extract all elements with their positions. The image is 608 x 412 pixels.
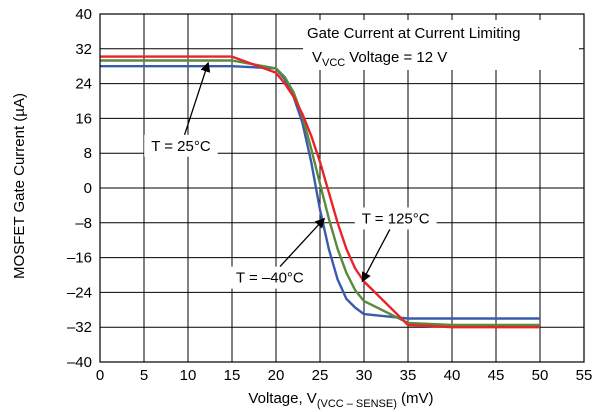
annotation-label: T = 25°C — [151, 138, 211, 155]
y-tick-label: 8 — [84, 145, 92, 162]
annotation-arrow — [361, 229, 391, 283]
x-tick-label: 30 — [356, 367, 373, 384]
tick-labels: 0 5 10 15 20 25 30 35 40 45 50 55 –40 –32 –24 –16 –8 0 8 16… — [67, 6, 592, 384]
annotation-label: T = –40°C — [236, 270, 304, 287]
title-prefix-sub: VCC — [322, 57, 345, 69]
x-tick-label: 25 — [312, 367, 329, 384]
annotation: T = 125°C — [354, 207, 437, 283]
title-line-1: Gate Current at Current Limiting — [307, 25, 520, 42]
y-tick-label: –16 — [67, 250, 92, 267]
title-line-2-rest: Voltage = 12 V — [349, 49, 447, 66]
series-lines — [100, 55, 540, 329]
series-line — [100, 59, 540, 327]
annotation: T = 25°C — [144, 61, 218, 157]
title-background — [303, 20, 579, 70]
x-axis-title-sub: (VCC – SENSE) — [317, 398, 397, 410]
x-axis-title-main: Voltage, V — [248, 390, 316, 407]
y-tick-label: 0 — [84, 180, 92, 197]
y-tick-label: –24 — [67, 284, 92, 301]
y-tick-label: 24 — [75, 76, 92, 93]
y-tick-label: 40 — [75, 6, 92, 23]
plot-frame — [99, 13, 585, 363]
title-prefix: V — [312, 49, 322, 66]
x-tick-label: 55 — [576, 367, 593, 384]
annotation-arrow — [279, 217, 326, 268]
y-tick-label: 16 — [75, 110, 92, 127]
x-tick-label: 15 — [224, 367, 241, 384]
x-tick-label: 45 — [488, 367, 505, 384]
x-tick-label: 35 — [400, 367, 417, 384]
y-axis-title: MOSFET Gate Current (µA) — [11, 93, 28, 279]
y-tick-label: –40 — [67, 354, 92, 371]
annotation: T = –40°C — [228, 217, 326, 289]
x-tick-label: 5 — [140, 367, 148, 384]
annotation-label-bg — [354, 207, 437, 230]
title-line-2: VVCC Voltage = 12 V — [312, 49, 447, 69]
x-tick-label: 10 — [180, 367, 197, 384]
annotation-arrow — [183, 61, 211, 136]
y-tick-label: –8 — [75, 215, 92, 232]
annotations: T = 25°C T = –40°C T = 125°C — [144, 61, 437, 289]
annotation-label: T = 125°C — [362, 210, 430, 227]
chart-title: Gate Current at Current Limiting VVCC Vol… — [303, 20, 579, 70]
annotation-label-bg — [144, 134, 218, 157]
x-tick-label: 40 — [444, 367, 461, 384]
y-tick-label: 32 — [75, 41, 92, 58]
y-tick-label: –32 — [67, 319, 92, 336]
x-tick-label: 20 — [268, 367, 285, 384]
x-tick-label: 0 — [96, 367, 104, 384]
x-tick-label: 50 — [532, 367, 549, 384]
x-axis-title-unit: (mV) — [397, 390, 434, 407]
annotation-label-bg — [228, 266, 311, 289]
x-axis-title: Voltage, V(VCC – SENSE) (mV) — [248, 390, 433, 410]
series-line — [100, 55, 540, 329]
